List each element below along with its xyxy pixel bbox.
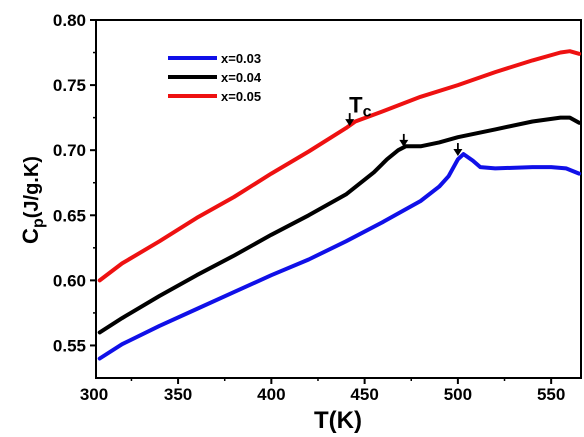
x-tick-label: 400 <box>257 385 285 404</box>
x-tick-label: 300 <box>80 385 108 404</box>
y-axis: 0.55 0.60 0.65 0.70 0.75 0.80 <box>53 11 96 355</box>
legend-label: x=0.05 <box>221 89 261 104</box>
y-axis-title-sub: p <box>30 218 47 228</box>
tc-arrow <box>453 143 463 157</box>
legend-label: x=0.03 <box>221 51 261 66</box>
plot-frame <box>95 19 582 379</box>
y-tick-label: 0.80 <box>53 11 86 30</box>
series-line-x=0.04 <box>97 115 582 335</box>
series-layer <box>97 49 582 361</box>
annotation-tc-sub: c <box>363 103 372 120</box>
legend-label: x=0.04 <box>221 70 262 85</box>
y-tick-label: 0.65 <box>53 206 86 225</box>
x-tick-label: 450 <box>350 385 378 404</box>
y-tick-label: 0.75 <box>53 76 86 95</box>
y-tick-label: 0.55 <box>53 336 86 355</box>
x-tick-label: 550 <box>537 385 565 404</box>
x-tick-label: 500 <box>444 385 472 404</box>
x-tick-label: 350 <box>164 385 192 404</box>
y-axis-title: Cp(J/g.K) <box>18 156 47 244</box>
y-axis-title-main: C <box>18 228 43 244</box>
tc-arrow <box>399 133 409 147</box>
x-axis-title: T(K) <box>314 407 362 434</box>
series-line-x=0.05 <box>97 49 582 283</box>
tc-arrow <box>345 113 355 127</box>
y-tick-label: 0.60 <box>53 271 86 290</box>
arrows-layer <box>345 113 463 157</box>
y-tick-label: 0.70 <box>53 141 86 160</box>
x-axis: 300 350 400 450 500 550 <box>80 378 565 404</box>
legend: x=0.03 x=0.04 x=0.05 <box>168 51 262 104</box>
y-axis-title-unit: (J/g.K) <box>21 156 43 218</box>
series-line-x=0.03 <box>97 152 582 361</box>
annotation-tc-main: T <box>349 92 363 117</box>
annotation-tc: Tc <box>349 92 371 120</box>
